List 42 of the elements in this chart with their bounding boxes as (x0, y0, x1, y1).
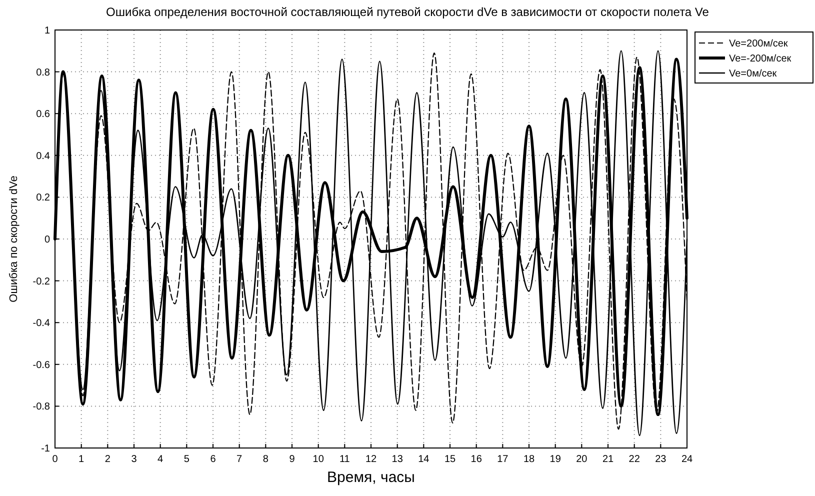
x-axis-title: Время, часы (327, 469, 415, 486)
y-tick-label: 0.6 (36, 109, 50, 120)
y-tick-label: 0.8 (36, 67, 50, 78)
y-tick-label: -0.6 (32, 360, 50, 371)
y-tick-label: -1 (41, 444, 50, 454)
x-tick-label: 21 (602, 454, 614, 465)
x-tick-label: 1 (78, 454, 85, 465)
x-tick-label: 4 (158, 454, 164, 465)
x-tick-label: 8 (262, 454, 269, 465)
chart-title: Ошибка определения восточной составляющей путевой скорости dVe в зависимости от скорости полета Ve (106, 5, 710, 19)
legend-label: Ve=200м/сек (729, 38, 788, 50)
x-tick-label: 12 (365, 454, 377, 465)
x-tick-label: 5 (184, 454, 190, 465)
x-tick-label: 15 (444, 454, 456, 465)
y-tick-label: 0 (44, 234, 50, 246)
x-tick-label: 3 (131, 454, 138, 465)
x-tick-label: 24 (681, 454, 693, 465)
y-tick-label: -0.2 (32, 276, 50, 288)
x-tick-label: 20 (576, 454, 588, 465)
y-tick-label: 0.2 (36, 192, 50, 204)
x-tick-label: 16 (470, 454, 482, 465)
x-tick-label: 2 (104, 454, 111, 465)
x-tick-label: 14 (418, 454, 430, 465)
x-tick-label: 10 (312, 454, 324, 465)
x-tick-label: 19 (550, 454, 562, 465)
x-tick-label: 7 (236, 454, 243, 465)
x-tick-label: 6 (210, 454, 216, 465)
y-tick-label: -0.4 (32, 318, 50, 330)
x-tick-label: 18 (523, 454, 535, 465)
y-tick-label: 0.4 (36, 150, 50, 162)
x-tick-label: 17 (497, 454, 509, 465)
x-tick-label: 9 (289, 454, 296, 465)
x-tick-label: 13 (392, 454, 404, 465)
x-tick-label: 23 (655, 454, 667, 465)
y-tick-label: -0.8 (32, 402, 50, 413)
x-tick-label: 22 (628, 454, 640, 465)
legend-label: Ve=0м/сек (729, 68, 778, 80)
y-axis-title: Ошибка по скорости dVe (8, 176, 20, 302)
x-tick-label: 0 (52, 454, 58, 465)
y-tick-label: 1 (44, 26, 50, 36)
legend-label: Ve=-200м/сек (729, 54, 792, 64)
x-tick-label: 11 (339, 454, 350, 465)
